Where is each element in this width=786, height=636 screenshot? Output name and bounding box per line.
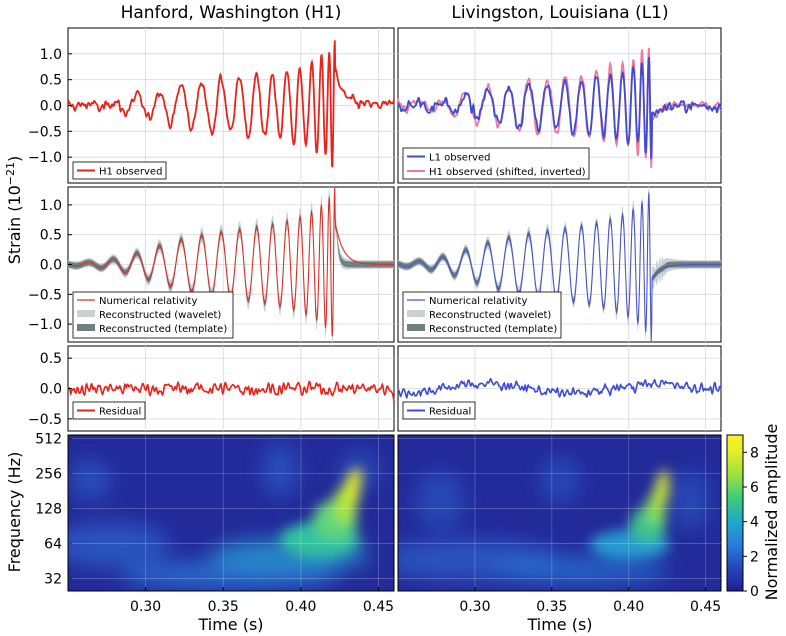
strain-axis-label: Strain (10−21) xyxy=(4,156,24,265)
observed-y-ticklabel-0: 1.0 xyxy=(40,47,62,63)
legend-template-label-h1: Reconstructed (template) xyxy=(99,324,227,335)
legend-nr-label-h1: Numerical relativity xyxy=(99,296,197,307)
legend-residual-label-l1: Residual xyxy=(429,407,471,418)
spec-x-ticklabel-1-0: 0.35 xyxy=(208,599,239,615)
wavelet-band-l1 xyxy=(398,181,721,347)
residual-y-ticklabel-1: 0.0 xyxy=(40,382,62,398)
legend-residual-label-h1: Residual xyxy=(99,407,141,418)
spec-x-ticklabel-3-0: 0.45 xyxy=(363,599,394,615)
colorbar-ticklabel-1: 6 xyxy=(750,480,759,496)
residual-l1-line xyxy=(397,377,722,400)
column-title-h1: Hanford, Washington (H1) xyxy=(121,3,342,23)
nr-line-l1 xyxy=(397,192,721,342)
legend-template-label-l1: Reconstructed (template) xyxy=(429,324,557,335)
colorbar xyxy=(726,434,744,592)
legend-h1-shifted-label: H1 observed (shifted, inverted) xyxy=(429,167,586,178)
legend-observed-l1: L1 observed H1 observed (shifted, invert… xyxy=(402,147,590,180)
frequency-axis-label: Frequency (Hz) xyxy=(5,452,24,573)
colorbar-ticklabel-3: 2 xyxy=(750,549,759,565)
residual-h1-line xyxy=(67,380,395,402)
legend-reconstructed-h1: Numerical relativity Reconstructed (wave… xyxy=(72,291,234,339)
observed-y-ticklabel-2: 0.0 xyxy=(40,99,62,115)
spec-y-ticklabel-3: 64 xyxy=(44,537,62,553)
spec-x-ticklabel-3-1: 0.45 xyxy=(690,599,721,615)
observed-y-ticklabel-3: −0.5 xyxy=(28,124,62,140)
residual-y-ticklabel-2: −0.5 xyxy=(28,412,62,428)
legend-l1-observed-label: L1 observed xyxy=(429,153,490,164)
residual-y-ticklabel-0: 0.5 xyxy=(40,351,62,367)
reconstructed-y-ticklabel-2: 0.0 xyxy=(40,258,62,274)
xaxis-label-l1: Time (s) xyxy=(526,615,592,634)
spec-x-ticklabel-2-0: 0.40 xyxy=(285,599,316,615)
colorbar-ticklabel-2: 4 xyxy=(750,515,759,531)
xaxis-label-h1: Time (s) xyxy=(197,615,263,634)
legend-reconstructed-l1: Numerical relativity Reconstructed (wave… xyxy=(402,291,562,339)
colorbar-ticklabel-4: 0 xyxy=(750,584,759,600)
spec-y-ticklabel-4: 32 xyxy=(44,572,62,588)
spectrogram-h1-frame xyxy=(67,434,395,592)
spec-x-ticklabel-1-1: 0.35 xyxy=(536,599,567,615)
series-h1-shifted-line xyxy=(397,47,722,168)
reconstructed-y-ticklabel-0: 1.0 xyxy=(40,198,62,214)
series-h1-observed-line xyxy=(67,40,395,169)
spec-y-ticklabel-0: 512 xyxy=(35,432,62,448)
spec-y-ticklabel-1: 256 xyxy=(35,467,62,483)
spectrogram-l1-frame xyxy=(397,434,722,592)
spec-y-ticklabel-2: 128 xyxy=(35,502,62,518)
grid-observed-h1 xyxy=(68,28,394,183)
spec-x-ticklabel-0-1: 0.30 xyxy=(459,599,490,615)
spectrogram-h1 xyxy=(68,435,394,591)
colorbar-ticklabel-0: 8 xyxy=(750,445,759,461)
spec-x-ticklabel-0-0: 0.30 xyxy=(130,599,161,615)
reconstructed-y-ticklabel-1: 0.5 xyxy=(40,228,62,244)
reconstructed-y-ticklabel-3: −0.5 xyxy=(28,287,62,303)
legend-wavelet-label-l1: Reconstructed (wavelet) xyxy=(429,310,551,321)
spec-x-ticklabel-2-1: 0.40 xyxy=(613,599,644,615)
legend-h1-observed-label: H1 observed xyxy=(99,167,162,178)
legend-wavelet-label-h1: Reconstructed (wavelet) xyxy=(99,310,221,321)
observed-y-ticklabel-1: 0.5 xyxy=(40,73,62,89)
series-l1-observed-line xyxy=(397,56,722,160)
spectrogram-l1 xyxy=(398,435,721,591)
legend-residual-l1 xyxy=(402,401,476,420)
colorbar-label: Normalized amplitude xyxy=(762,424,781,601)
observed-y-ticklabel-4: −1.0 xyxy=(28,150,62,166)
legend-observed-h1: H1 observed xyxy=(72,161,167,180)
reconstructed-y-ticklabel-4: −1.0 xyxy=(28,317,62,333)
legend-nr-label-l1: Numerical relativity xyxy=(429,296,527,307)
legend-residual-h1 xyxy=(72,401,146,420)
column-title-l1: Livingston, Louisiana (L1) xyxy=(451,3,668,23)
